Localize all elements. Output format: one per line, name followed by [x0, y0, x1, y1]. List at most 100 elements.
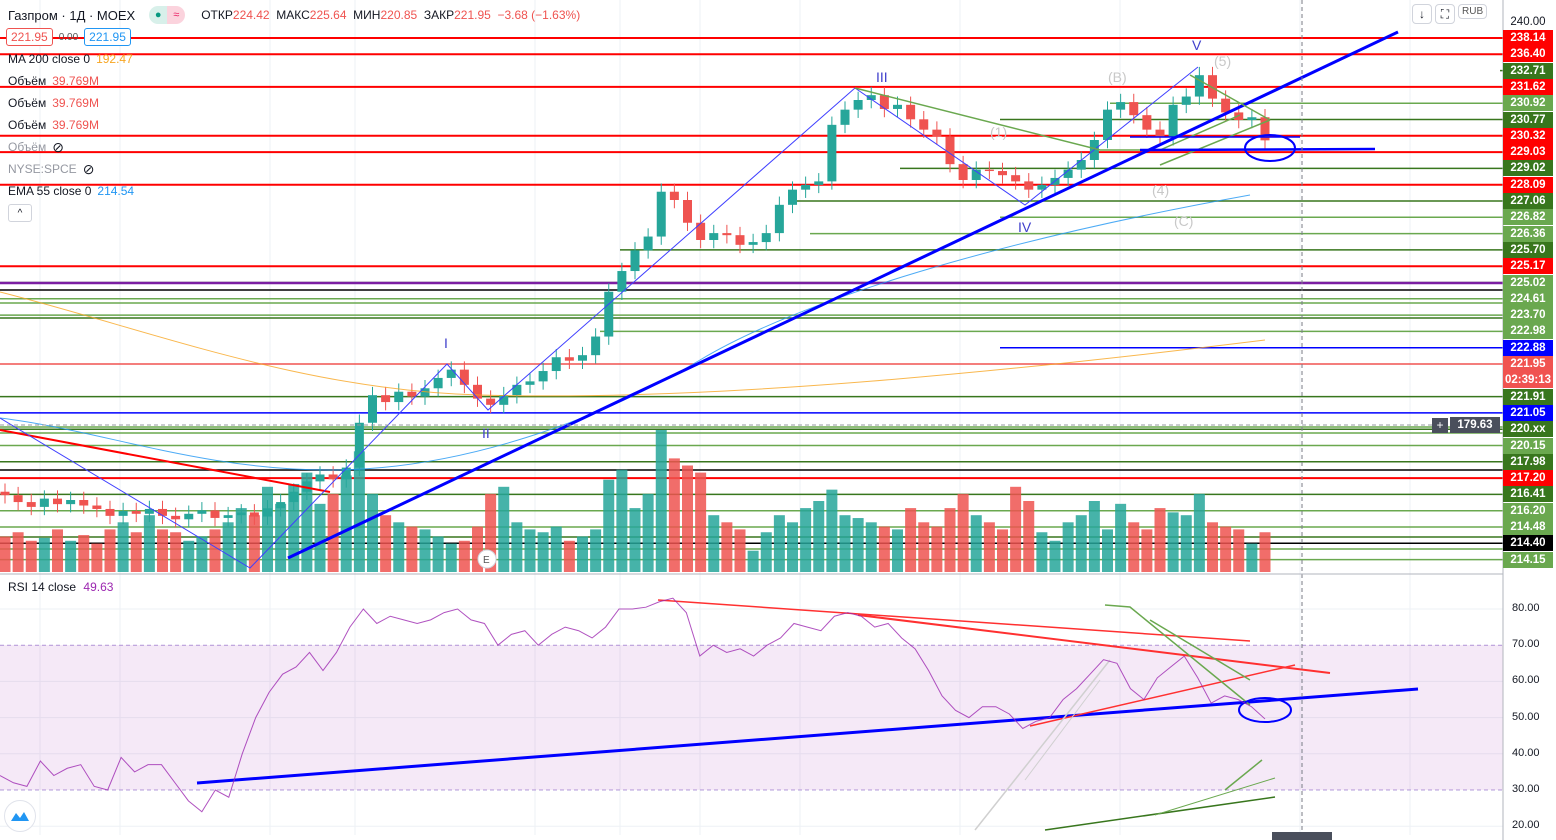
volume-bar: [721, 522, 733, 572]
volume-bar: [1233, 529, 1245, 572]
eye-crossed-icon[interactable]: ⊘: [52, 138, 64, 155]
candle-body: [66, 500, 76, 505]
indicator-row[interactable]: Объём 39.769M: [8, 114, 580, 136]
candle-body: [525, 381, 535, 385]
candle-body: [0, 491, 10, 496]
candle-body: [184, 513, 194, 520]
wave-labels: I II III IV V (1) (B) (4) (5) (C): [444, 37, 1231, 441]
candle-body: [1168, 104, 1178, 138]
volume-bar: [130, 532, 142, 572]
ohlc-values: ОТКР224.42 МАКС225.64 МИН220.85 ЗАКР221.…: [201, 8, 580, 22]
candle-body: [276, 502, 286, 509]
symbol-title[interactable]: Газпром · 1Д · MOEX: [8, 7, 136, 23]
spread-value: 0.00: [58, 31, 79, 43]
wave-label-1: (1): [990, 124, 1007, 140]
candle-body: [315, 474, 325, 482]
currency-button[interactable]: RUB: [1458, 4, 1488, 19]
market-open-dot-icon: ●: [149, 6, 168, 24]
indicator-name: MA 200 close 0: [8, 52, 91, 66]
rsi-legend-label: RSI 14 close: [8, 580, 77, 594]
indicator-name: Объём: [8, 140, 47, 154]
eye-crossed-icon[interactable]: ⊘: [82, 160, 95, 177]
candle-body: [1024, 181, 1034, 190]
price-axis-label: 226.82: [1503, 209, 1553, 226]
indicator-row[interactable]: EMA 55 close 0 214.54: [8, 180, 580, 202]
candle-body: [932, 129, 942, 137]
candle-body: [236, 512, 246, 516]
indicator-name: EMA 55 close 0: [8, 184, 92, 198]
volume-bar: [590, 529, 602, 572]
price-axis-label: 236.40: [1503, 46, 1553, 63]
earnings-marker[interactable]: E: [477, 549, 497, 569]
volume-bar: [327, 493, 339, 572]
indicator-value: 39.769M: [52, 118, 99, 132]
volume-bar: [616, 469, 628, 572]
candle-body: [1194, 75, 1204, 97]
volume-bar: [262, 486, 273, 572]
price-axis-label: 217.20: [1503, 470, 1553, 487]
price-axis-label: 220.15: [1503, 437, 1553, 454]
indicator-value: 192.47: [96, 52, 133, 66]
price-axis-label: 225.02: [1503, 274, 1553, 291]
low-label: МИН: [353, 8, 381, 22]
candle-body: [26, 502, 36, 507]
status-pill[interactable]: ● ≈: [149, 6, 186, 24]
volume-bar: [550, 526, 562, 572]
price-axis-label: 220.xx: [1503, 421, 1553, 438]
fullscreen-button[interactable]: ⛶: [1435, 4, 1455, 24]
buy-button[interactable]: 221.95: [84, 28, 131, 46]
candle-body: [459, 369, 469, 385]
volume-bar: [1128, 522, 1140, 572]
indicator-value: 39.769M: [52, 96, 99, 110]
price-axis-label: 232.71: [1503, 62, 1553, 79]
indicator-row[interactable]: NYSE:SPCE ⊘: [8, 158, 580, 180]
volume-bar: [78, 535, 90, 572]
candle-body: [945, 136, 955, 165]
candle-body: [368, 395, 377, 423]
volume-bar: [1193, 493, 1205, 572]
horizontal-levels: [0, 37, 1503, 561]
candle-body: [630, 250, 640, 272]
candle-body: [866, 95, 876, 100]
time-scroll-handle[interactable]: [1272, 832, 1332, 840]
volume-bar: [52, 529, 63, 572]
grid: [0, 0, 1503, 835]
add-alert-button[interactable]: +: [1432, 418, 1448, 433]
wave-label-5: (5): [1214, 53, 1231, 69]
candle-body: [748, 242, 758, 245]
volume-bar: [852, 518, 864, 572]
candle-body: [210, 510, 220, 518]
candle-body: [1155, 129, 1165, 138]
candle-body: [1142, 115, 1152, 130]
candle-body: [171, 515, 181, 520]
volume-bar: [498, 486, 510, 572]
indicator-row[interactable]: Объём 39.769M: [8, 92, 580, 114]
volume-bar: [1167, 512, 1179, 572]
tradingview-logo-icon[interactable]: [4, 800, 36, 832]
indicator-row[interactable]: MA 200 close 0 192.47: [8, 48, 580, 70]
candle-body: [499, 395, 509, 405]
candle-body: [984, 169, 994, 172]
volume-bar: [813, 501, 825, 572]
drawings[interactable]: [0, 30, 1419, 831]
volume-bar: [983, 522, 995, 572]
wave-label-i: I: [444, 335, 448, 351]
candle-body: [919, 119, 929, 130]
wave-label-v: V: [1192, 37, 1202, 53]
candle-body: [118, 511, 128, 516]
rsi-line: [0, 597, 1266, 813]
wave-label-4: (4): [1152, 182, 1169, 198]
volume-bar: [655, 430, 667, 572]
scroll-to-realtime-button[interactable]: ↓: [1412, 4, 1432, 24]
volume-bar: [931, 526, 943, 572]
candle-body: [446, 369, 456, 378]
sell-button[interactable]: 221.95: [6, 28, 53, 46]
volume-bar: [117, 522, 129, 572]
collapse-legend-button[interactable]: ^: [8, 204, 32, 222]
volume-bar: [668, 458, 680, 572]
price-axis-label: 221.91: [1503, 388, 1553, 405]
volume-bar: [760, 532, 772, 572]
indicator-row[interactable]: Объём 39.769M: [8, 70, 580, 92]
indicator-row[interactable]: Объём ⊘: [8, 136, 580, 158]
